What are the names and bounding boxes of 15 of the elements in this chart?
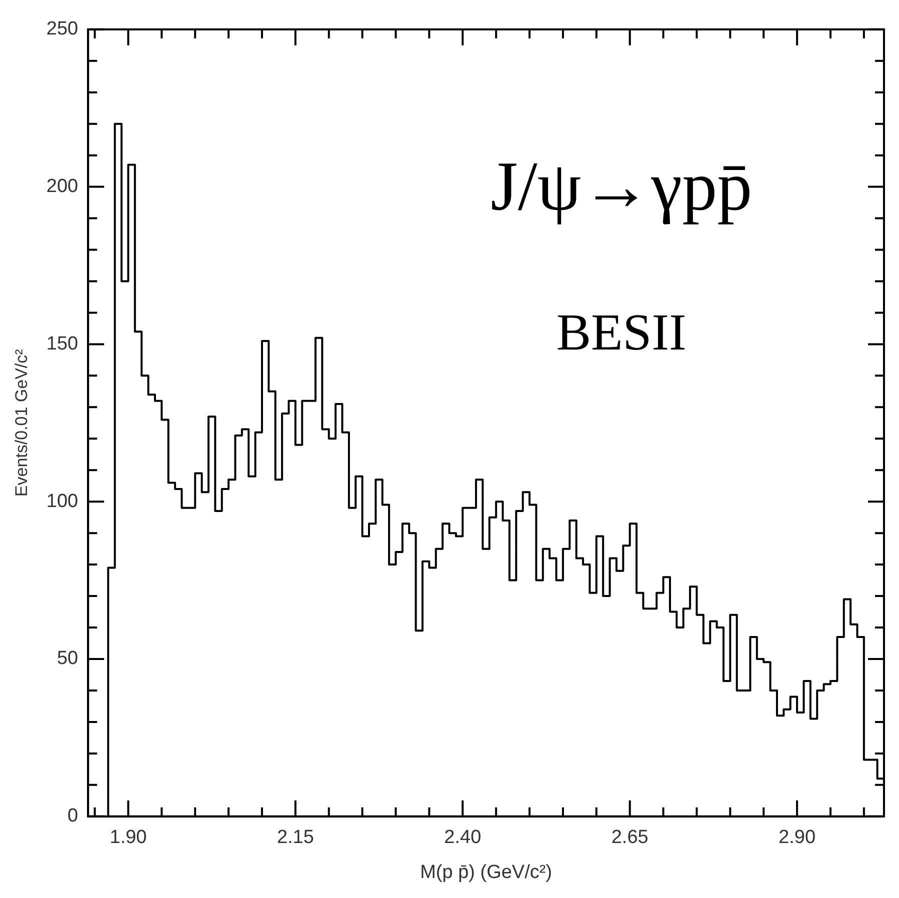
y-tick-label: 0 [68, 806, 78, 827]
annotation: J/ψ→γpp̄ [490, 148, 752, 226]
y-tick-label: 100 [46, 490, 78, 512]
y-axis-title: Events/0.01 GeV/c² [12, 348, 31, 497]
x-tick-label: 2.15 [276, 827, 314, 848]
x-tick-label: 2.40 [444, 827, 482, 848]
annotation: BESII [556, 304, 686, 362]
y-tick-label: 250 [46, 18, 78, 40]
x-tick-label: 2.65 [611, 827, 648, 848]
y-tick-label: 150 [46, 333, 78, 354]
x-axis-title: M(p p̄) (GeV/c²) [420, 862, 552, 883]
x-tick-label: 2.90 [778, 827, 816, 848]
y-tick-label: 50 [56, 648, 78, 670]
y-tick-label: 200 [46, 176, 78, 198]
x-tick-label: 1.90 [110, 827, 147, 848]
